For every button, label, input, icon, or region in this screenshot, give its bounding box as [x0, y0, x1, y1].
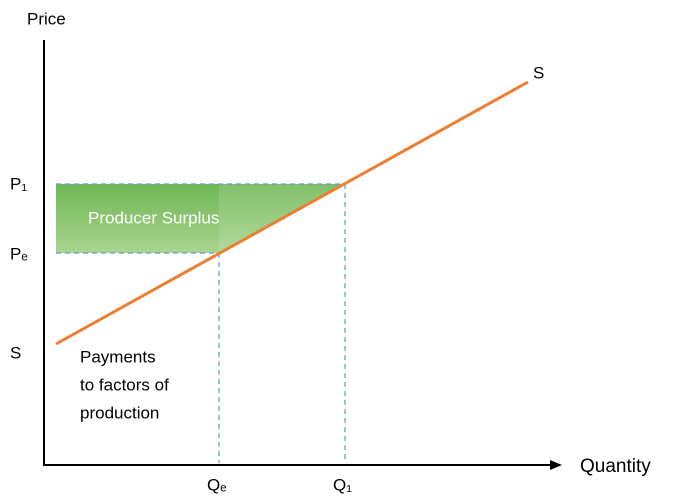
x-axis-label: Quantity: [580, 456, 651, 477]
supply-curve: [55, 80, 529, 346]
payments-label: Payments: [80, 347, 156, 366]
supply-intercept-label: S: [10, 343, 21, 362]
pe-label: Pₑ: [10, 244, 28, 263]
producer-surplus-label: Producer Surplus: [88, 208, 219, 227]
payments-label: production: [80, 403, 159, 422]
x-axis-arrow: [550, 460, 562, 470]
p1-label: P₁: [10, 174, 27, 193]
qe-label: Qₑ: [207, 475, 227, 494]
y-axis-label: Price: [27, 9, 66, 28]
payments-label: to factors of: [80, 375, 169, 394]
q1-label: Q₁: [333, 475, 352, 494]
supply-label: S: [533, 63, 544, 82]
producer-surplus-area: [56, 184, 345, 253]
